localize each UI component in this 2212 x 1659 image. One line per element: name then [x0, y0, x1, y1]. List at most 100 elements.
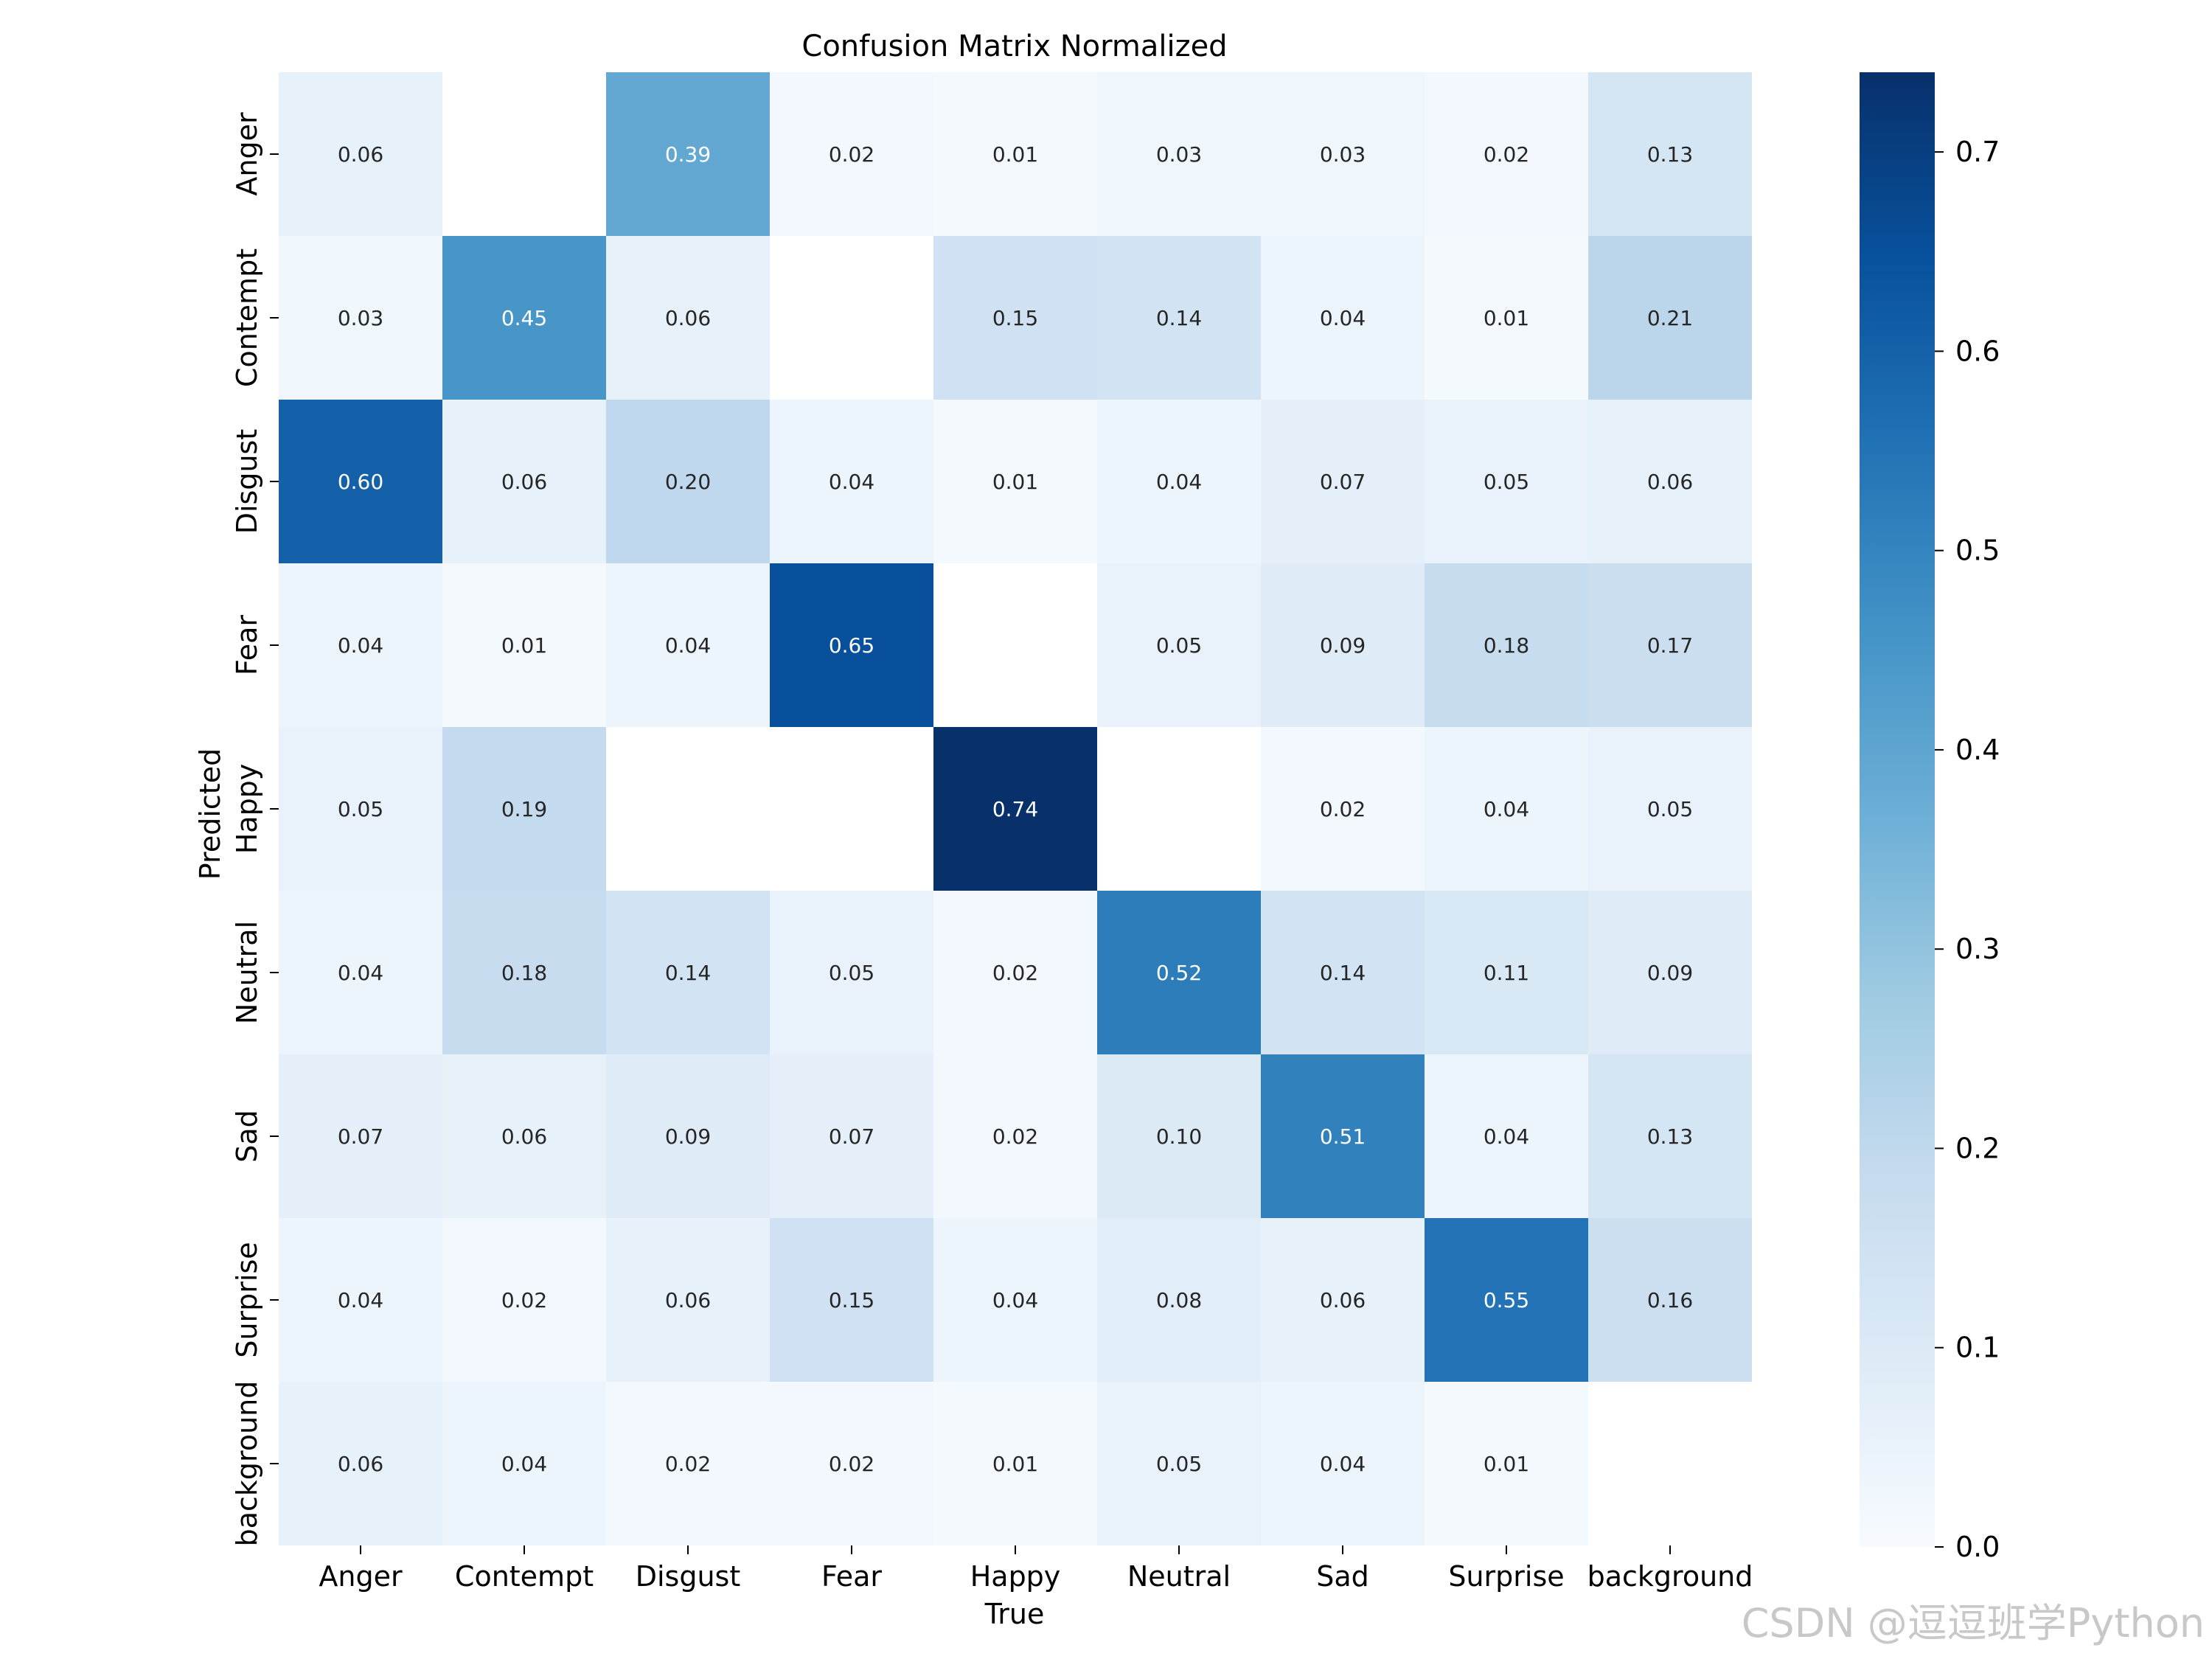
cell-value-label: 0.01 [992, 1452, 1038, 1476]
heatmap-cell [442, 236, 606, 400]
cell-value-label: 0.09 [665, 1124, 711, 1149]
heatmap-cell [606, 1218, 770, 1382]
x-tick-label: Disgust [636, 1560, 741, 1593]
cell-value-label: 0.52 [1156, 961, 1202, 985]
heatmap-cell [1097, 1218, 1261, 1382]
cell-value-label: 0.06 [338, 142, 383, 167]
heatmap-cell [279, 563, 442, 727]
colorbar-tick-label: 0.3 [1955, 933, 2000, 965]
heatmap-cell [1425, 72, 1588, 236]
colorbar-tick-label: 0.4 [1955, 734, 2000, 766]
heatmap-cell [1261, 72, 1425, 236]
cell-value-label: 0.06 [1320, 1288, 1366, 1312]
heatmap-cell [279, 400, 442, 563]
cell-value-label: 0.15 [829, 1288, 874, 1312]
heatmap-cell [933, 72, 1097, 236]
cell-value-label: 0.07 [1320, 470, 1366, 494]
heatmap-cell [1261, 1382, 1425, 1545]
cell-value-label: 0.13 [1647, 142, 1693, 167]
colorbar-tick-label: 0.7 [1955, 136, 2000, 168]
heatmap-cell [442, 891, 606, 1054]
cell-value-label: 0.04 [338, 961, 383, 985]
colorbar-ticks: 0.0 0.1 0.2 0.3 0.4 0.5 0.6 0.7 [1935, 136, 2000, 1563]
heatmap-cell [606, 236, 770, 400]
y-axis-label: Predicted [194, 748, 226, 880]
cell-value-label: 0.04 [1320, 306, 1366, 330]
heatmap-cell [1097, 236, 1261, 400]
heatmap-cell [442, 400, 606, 563]
heatmap-cell [442, 1054, 606, 1218]
cell-value-label: 0.09 [1320, 633, 1366, 658]
heatmap-cell [1261, 1218, 1425, 1382]
cell-value-label: 0.21 [1647, 306, 1693, 330]
cell-value-label: 0.03 [1320, 142, 1366, 167]
cell-value-label: 0.05 [1156, 633, 1202, 658]
heatmap-cell [1097, 1382, 1261, 1545]
cell-value-label: 0.03 [1156, 142, 1202, 167]
heatmap-cell [933, 236, 1097, 400]
heatmap-cell [770, 891, 933, 1054]
cell-value-label: 0.14 [1156, 306, 1202, 330]
cell-value-label: 0.51 [1320, 1124, 1366, 1149]
heatmap-cell [770, 1382, 933, 1545]
heatmap-cell [606, 1382, 770, 1545]
heatmap-cell [1588, 1218, 1752, 1382]
cell-value-label: 0.02 [501, 1288, 547, 1312]
heatmap-cell [1588, 563, 1752, 727]
heatmap-cell [279, 727, 442, 891]
cell-value-label: 0.04 [992, 1288, 1038, 1312]
cell-value-label: 0.05 [1484, 470, 1529, 494]
heatmap-cell [279, 891, 442, 1054]
cell-value-label: 0.65 [829, 633, 874, 658]
cell-value-label: 0.06 [338, 1452, 383, 1476]
heatmap-cell [442, 1218, 606, 1382]
cell-value-label: 0.01 [501, 633, 547, 658]
heatmap-cells: 0.06 0.39 0.02 0.01 0.03 0.03 0.02 0.13 0.03 0.45… [279, 72, 1752, 1545]
heatmap-cell [1588, 72, 1752, 236]
heatmap-cell [279, 1218, 442, 1382]
heatmap-cell [1261, 236, 1425, 400]
heatmap-cell [1425, 1382, 1588, 1545]
heatmap-cell [1425, 727, 1588, 891]
heatmap-cell [1097, 563, 1261, 727]
cell-value-label: 0.18 [1484, 633, 1529, 658]
cell-value-label: 0.20 [665, 470, 711, 494]
cell-value-label: 0.74 [992, 797, 1038, 821]
colorbar-tick-label: 0.6 [1955, 335, 2000, 367]
x-axis-ticks: Anger Contempt Disgust Fear Happy Neutral Sad S… [319, 1545, 1753, 1593]
y-tick-label: Disgust [231, 429, 263, 535]
heatmap-cell [1425, 236, 1588, 400]
cell-value-label: 0.55 [1484, 1288, 1529, 1312]
heatmap-cell [933, 400, 1097, 563]
heatmap-cell [1588, 236, 1752, 400]
x-axis-label: True [984, 1598, 1045, 1630]
cell-value-label: 0.04 [665, 633, 711, 658]
heatmap-cell [1588, 727, 1752, 891]
heatmap-cell [770, 1218, 933, 1382]
cell-value-label: 0.15 [992, 306, 1038, 330]
cell-value-label: 0.45 [501, 306, 547, 330]
cell-value-label: 0.01 [992, 470, 1038, 494]
cell-value-label: 0.02 [992, 1124, 1038, 1149]
x-tick-label: Fear [821, 1560, 882, 1593]
cell-value-label: 0.04 [1320, 1452, 1366, 1476]
cell-value-label: 0.39 [665, 142, 711, 167]
heatmap-cell [606, 563, 770, 727]
cell-value-label: 0.04 [1156, 470, 1202, 494]
heatmap-cell [1261, 563, 1425, 727]
cell-value-label: 0.05 [829, 961, 874, 985]
heatmap-cell [1261, 727, 1425, 891]
heatmap-cell [279, 1054, 442, 1218]
heatmap-cell [933, 1382, 1097, 1545]
heatmap-cell [442, 727, 606, 891]
cell-value-label: 0.06 [665, 306, 711, 330]
colorbar-tick-label: 0.5 [1955, 535, 2000, 567]
heatmap-cell [1425, 891, 1588, 1054]
cell-value-label: 0.14 [1320, 961, 1366, 985]
heatmap-cell [606, 891, 770, 1054]
cell-value-label: 0.05 [1647, 797, 1693, 821]
heatmap-cell [1097, 1054, 1261, 1218]
cell-value-label: 0.07 [829, 1124, 874, 1149]
colorbar-tick-label: 0.2 [1955, 1132, 2000, 1164]
y-tick-label: background [231, 1381, 263, 1547]
